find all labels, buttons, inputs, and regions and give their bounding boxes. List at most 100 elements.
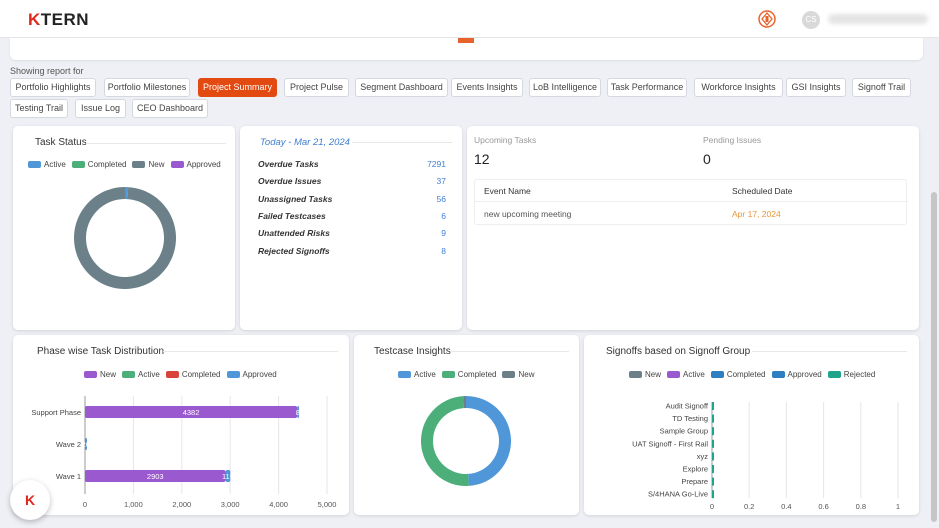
slice-new[interactable]: [74, 187, 176, 289]
legend-item-active[interactable]: Active: [122, 370, 160, 379]
x-tick-label: 5,000: [318, 500, 337, 509]
bar-zero-marker[interactable]: [712, 414, 714, 423]
legend-item-completed[interactable]: Completed: [441, 370, 496, 379]
legend-item-new[interactable]: New: [502, 370, 535, 379]
legend-item-active[interactable]: Active: [667, 370, 705, 379]
today-row-value[interactable]: 8: [441, 245, 446, 256]
slice-active[interactable]: [466, 396, 511, 486]
signoff-title: Signoffs based on Signoff Group: [606, 346, 751, 357]
tab-lob-intelligence[interactable]: LoB Intelligence: [529, 78, 601, 97]
legend-item-approved[interactable]: Approved: [226, 370, 277, 379]
bar-approved[interactable]: [297, 406, 300, 418]
upcoming-card: [467, 126, 919, 330]
tab-project-pulse[interactable]: Project Pulse: [284, 78, 349, 97]
legend-swatch: [502, 371, 516, 379]
today-row-rejected-signoffs[interactable]: Rejected Signoffs 8: [258, 246, 446, 256]
legend-item-completed[interactable]: Completed: [165, 370, 221, 379]
upcoming-events-table: Event Name Scheduled Date new upcoming m…: [474, 179, 908, 225]
upcoming-tasks-label: Upcoming Tasks: [474, 135, 537, 145]
tab-segment-dashboard[interactable]: Segment Dashboard: [355, 78, 448, 97]
bar-zero-marker[interactable]: [712, 402, 714, 410]
tab-events-insights[interactable]: Events Insights: [451, 78, 523, 97]
y-category-label: Explore: [683, 465, 708, 474]
bar-approved[interactable]: [85, 438, 87, 450]
bar-value-label: 20: [82, 440, 90, 449]
phase-bar-chart: 0 1,000 2,000 3,000 4,000 5,000 Support Phase 4…: [31, 396, 337, 509]
legend-item-approved[interactable]: Approved: [170, 160, 221, 169]
ktern-assistant-button[interactable]: K: [10, 480, 50, 520]
divider: [86, 143, 226, 144]
signoff-legend: New Active Completed Approved Rejected: [629, 370, 881, 379]
bar-zero-marker[interactable]: [712, 439, 714, 448]
legend-swatch: [398, 371, 411, 379]
tab-gsi-insights[interactable]: GSI Insights: [786, 78, 846, 97]
bar-zero-marker[interactable]: [712, 427, 714, 436]
legend-item-active[interactable]: Active: [28, 160, 66, 169]
y-category-label: Prepare: [681, 477, 708, 486]
today-row-failed-testcases[interactable]: Failed Testcases 6: [258, 211, 446, 221]
legend-item-active[interactable]: Active: [398, 370, 436, 379]
divider: [451, 351, 569, 352]
slice-new[interactable]: [463, 396, 466, 409]
tab-testing-trail[interactable]: Testing Trail: [10, 99, 68, 118]
tab-ceo-dashboard[interactable]: CEO Dashboard: [132, 99, 208, 118]
legend-item-completed[interactable]: Completed: [71, 160, 126, 169]
legend-swatch: [226, 371, 240, 379]
phase-chart-legend: New Active Completed Approved: [84, 370, 283, 379]
legend-label: Active: [138, 370, 160, 379]
bar-new[interactable]: [85, 470, 226, 482]
x-tick-label: 4,000: [269, 500, 288, 509]
task-status-legend: Active Completed New Approved: [28, 160, 227, 169]
bar-zero-marker[interactable]: [712, 465, 714, 473]
legend-item-new[interactable]: New: [132, 160, 165, 169]
x-tick-label: 1,000: [124, 500, 143, 509]
notification-icon[interactable]: [758, 10, 776, 28]
today-row-overdue-tasks[interactable]: Overdue Tasks 7291: [258, 159, 446, 169]
today-row-overdue-issues[interactable]: Overdue Issues 37: [258, 176, 446, 186]
tab-project-summary[interactable]: Project Summary: [198, 78, 277, 97]
tab-portfolio-highlights[interactable]: Portfolio Highlights: [10, 78, 96, 97]
column-event-name[interactable]: Event Name: [484, 186, 531, 196]
tab-signoff-trail[interactable]: Signoff Trail: [852, 78, 911, 97]
page-scrollbar[interactable]: [931, 192, 937, 522]
slice-active[interactable]: [125, 187, 129, 200]
legend-item-new[interactable]: New: [629, 370, 661, 379]
avatar[interactable]: CS: [802, 11, 820, 29]
today-row-unattended-risks[interactable]: Unattended Risks 9: [258, 228, 446, 238]
slice-completed[interactable]: [421, 396, 469, 486]
y-category-label: Audit Signoff: [666, 402, 709, 411]
y-category-label: UAT Signoff - First Rail: [632, 439, 708, 448]
bar-zero-marker[interactable]: [712, 490, 714, 499]
x-tick-label: 0: [83, 500, 87, 509]
y-category-label: Support Phase: [31, 408, 81, 417]
today-row-value[interactable]: 9: [441, 228, 446, 239]
user-name-blurred[interactable]: [828, 14, 928, 24]
legend-label: New: [100, 370, 117, 379]
today-row-unassigned-tasks[interactable]: Unassigned Tasks 56: [258, 194, 446, 204]
legend-swatch: [170, 161, 184, 169]
legend-label: Approved: [186, 160, 221, 169]
tab-portfolio-milestones[interactable]: Portfolio Milestones: [104, 78, 190, 97]
tab-issue-log[interactable]: Issue Log: [75, 99, 126, 118]
legend-item-approved[interactable]: Approved: [771, 370, 822, 379]
upcoming-tasks-value: 12: [474, 151, 490, 167]
tab-workforce-insights[interactable]: Workforce Insights: [694, 78, 783, 97]
legend-item-completed[interactable]: Completed: [710, 370, 766, 379]
legend-label: Rejected: [843, 370, 876, 379]
today-row-value[interactable]: 56: [436, 193, 446, 204]
bar-zero-marker[interactable]: [712, 452, 714, 461]
table-row[interactable]: new upcoming meeting Apr 17, 2024: [475, 203, 908, 225]
bar-new[interactable]: [85, 406, 298, 418]
legend-item-new[interactable]: New: [84, 370, 116, 379]
column-scheduled-date[interactable]: Scheduled Date: [732, 186, 793, 196]
bar-approved[interactable]: [225, 470, 231, 482]
today-row-value[interactable]: 7291: [427, 159, 446, 169]
today-row-value[interactable]: 6: [441, 210, 446, 221]
tab-task-performance[interactable]: Task Performance: [607, 78, 687, 97]
table-header: Event Name Scheduled Date: [475, 180, 908, 202]
ktern-logo[interactable]: KTERN: [28, 10, 90, 29]
legend-item-rejected[interactable]: Rejected: [827, 370, 876, 379]
y-category-label: Wave 2: [56, 440, 81, 449]
today-row-value[interactable]: 37: [436, 176, 446, 187]
bar-zero-marker[interactable]: [712, 477, 714, 486]
